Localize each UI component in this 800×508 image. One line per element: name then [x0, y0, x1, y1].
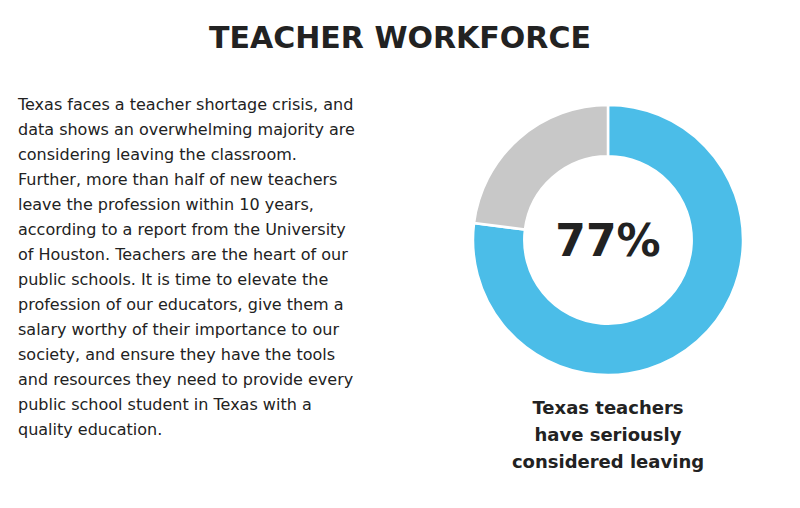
chart: TEACHER WORKFORCE Texas faces a teacher s…: [0, 0, 800, 508]
body-text: Texas faces a teacher shortage crisis, a…: [17, 95, 355, 439]
body-line: and resources they need to provide every: [18, 370, 353, 389]
body-line: salary worthy of their importance to our: [18, 320, 339, 339]
body-line: Texas faces a teacher shortage crisis, a…: [17, 95, 353, 114]
body-line: leave the profession within 10 years,: [18, 195, 314, 214]
body-line: quality education.: [18, 420, 162, 439]
caption: Texas teachers have seriously considered l…: [512, 397, 704, 472]
body-line: according to a report from the Universit…: [18, 220, 346, 239]
center-label: 77%: [555, 215, 660, 266]
slice: [474, 105, 608, 230]
body-line: public school student in Texas with a: [18, 395, 312, 414]
title: TEACHER WORKFORCE: [209, 20, 591, 55]
body-line: society, and ensure they have the tools: [18, 345, 335, 364]
caption-line: considered leaving: [512, 451, 704, 472]
body-line: public schools. It is time to elevate th…: [18, 270, 328, 289]
body-line: Further, more than half of new teachers: [18, 170, 337, 189]
slice: [473, 105, 743, 375]
caption-line: Texas teachers: [532, 397, 683, 418]
body-line: data shows an overwhelming majority are: [18, 120, 355, 139]
body-line: considering leaving the classroom.: [18, 145, 297, 164]
body-line: profession of our educators, give them a: [18, 295, 344, 314]
body-line: of Houston. Teachers are the heart of ou…: [18, 245, 348, 264]
caption-line: have seriously: [535, 424, 682, 445]
donut: 77%: [473, 105, 743, 375]
